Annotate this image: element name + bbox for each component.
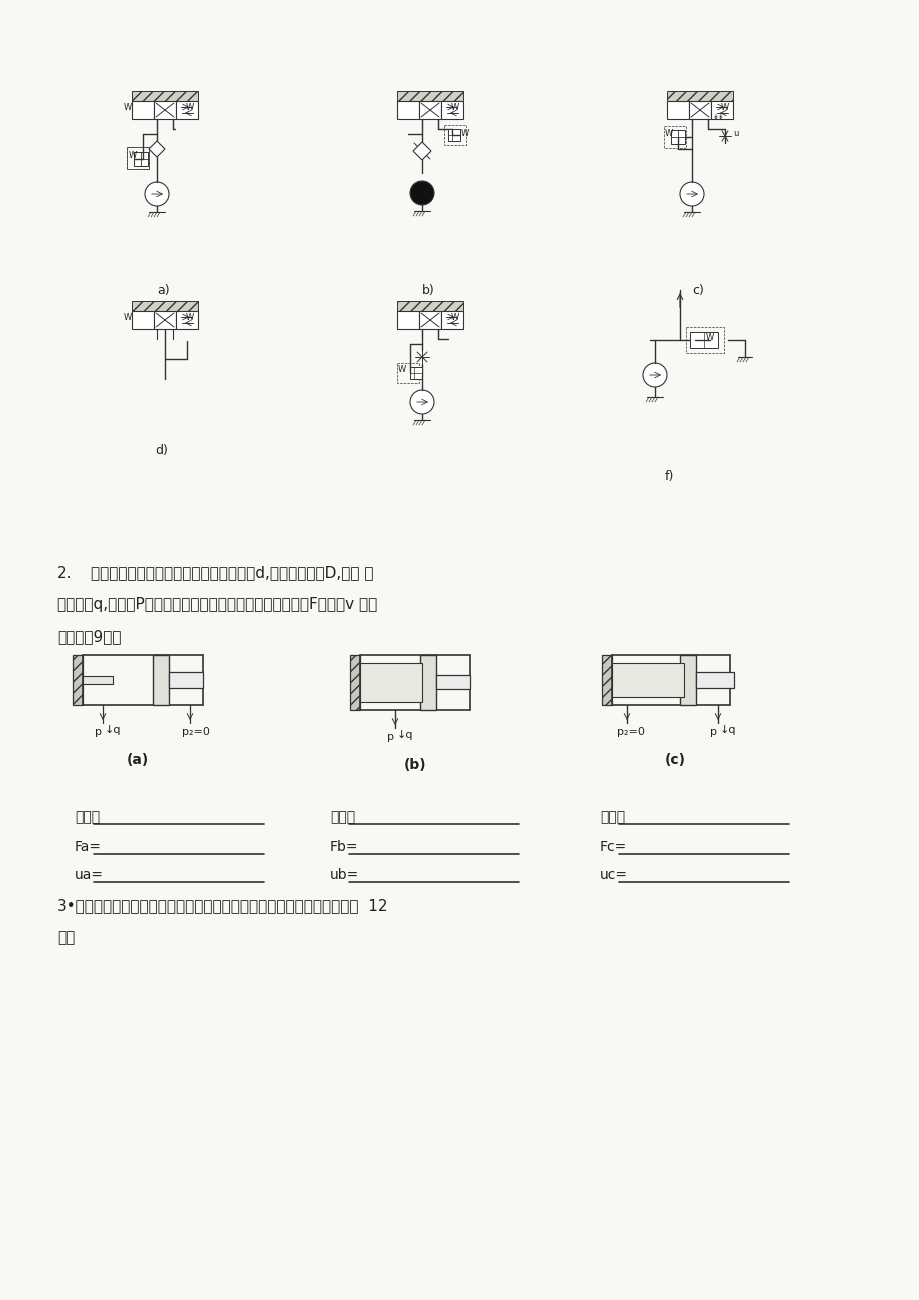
Text: f): f) (664, 471, 674, 484)
Bar (131, 91, 198, 101)
Text: p₂=0: p₂=0 (182, 727, 210, 737)
Text: 分）: 分） (57, 930, 75, 945)
Text: W: W (186, 103, 194, 112)
Text: ↓q: ↓q (105, 725, 121, 734)
Bar (131, 101, 153, 120)
Bar (134, 152, 148, 166)
Bar (410, 367, 422, 380)
Text: c): c) (691, 283, 703, 296)
Bar (153, 311, 176, 329)
Text: W: W (129, 152, 137, 160)
Polygon shape (413, 142, 430, 160)
Bar (710, 101, 732, 120)
Bar (83, 676, 113, 684)
Bar (153, 101, 176, 120)
Text: ↓q: ↓q (397, 731, 413, 740)
Bar (131, 302, 198, 311)
Bar (670, 130, 685, 144)
Bar (689, 332, 717, 348)
Circle shape (679, 182, 703, 205)
Text: ua=: ua= (75, 868, 104, 881)
Bar (444, 125, 466, 146)
Circle shape (145, 182, 169, 205)
Text: Fa=: Fa= (75, 840, 102, 854)
Text: W: W (664, 130, 673, 139)
Bar (397, 91, 462, 101)
Bar (696, 672, 733, 688)
Circle shape (642, 363, 666, 387)
Text: Fb=: Fb= (330, 840, 358, 854)
Text: Fc=: Fc= (599, 840, 627, 854)
Text: (b): (b) (403, 758, 425, 772)
Text: W: W (124, 104, 132, 113)
Bar (448, 129, 460, 140)
Bar (131, 311, 153, 329)
Bar (397, 363, 418, 384)
Bar (679, 655, 696, 705)
Bar (73, 655, 83, 705)
Text: p: p (709, 727, 716, 737)
Text: 方向：: 方向： (599, 810, 624, 824)
Bar (359, 663, 422, 702)
Bar (436, 675, 470, 689)
Bar (397, 302, 462, 311)
Text: uc=: uc= (599, 868, 628, 881)
Text: u: u (732, 130, 738, 139)
Text: W: W (450, 103, 459, 112)
Bar (153, 655, 169, 705)
Bar (418, 101, 440, 120)
Bar (601, 655, 611, 705)
Bar (397, 101, 418, 120)
Bar (397, 311, 418, 329)
Text: ↓q: ↓q (720, 725, 736, 734)
Text: p: p (95, 727, 102, 737)
Bar (349, 655, 359, 710)
Bar (176, 101, 198, 120)
Text: W: W (124, 313, 132, 322)
Bar (169, 672, 203, 688)
Bar (688, 101, 710, 120)
Circle shape (410, 390, 434, 413)
Text: ub=: ub= (330, 868, 358, 881)
Circle shape (410, 181, 434, 205)
Text: (a): (a) (127, 753, 149, 767)
Bar (666, 91, 732, 101)
Text: 3•什么是液压基本回路？常见的液压基本回路有几类？各起什么作用？（  12: 3•什么是液压基本回路？常见的液压基本回路有几类？各起什么作用？（ 12 (57, 898, 387, 913)
Bar (664, 126, 686, 148)
Text: W: W (705, 333, 713, 342)
Bar (127, 147, 149, 169)
Polygon shape (149, 140, 165, 157)
Bar (666, 101, 688, 120)
Text: ↡↡: ↡↡ (712, 114, 724, 120)
Bar (359, 675, 420, 689)
Bar (440, 101, 462, 120)
Text: 2.    下图所示的三个液压缸的活塞杆直径均为d,活塞直径均为D,已知 输: 2. 下图所示的三个液压缸的活塞杆直径均为d,活塞直径均为D,已知 输 (57, 566, 373, 580)
Bar (176, 311, 198, 329)
Bar (686, 328, 723, 354)
Text: W: W (398, 365, 406, 374)
Bar (440, 311, 462, 329)
Text: 达式。（9分）: 达式。（9分） (57, 629, 121, 644)
Text: W: W (720, 103, 729, 112)
Text: W: W (460, 129, 469, 138)
Bar (611, 663, 683, 697)
Text: p: p (387, 732, 393, 742)
Text: 方向：: 方向： (75, 810, 100, 824)
Bar (420, 655, 436, 710)
Text: (c): (c) (664, 753, 685, 767)
Text: W: W (450, 312, 459, 321)
Text: W: W (186, 312, 194, 321)
Text: d): d) (154, 445, 167, 458)
Text: 方向：: 方向： (330, 810, 355, 824)
Text: 入流量为q,压力为P，分析各缸运动件的运动方向及写出推力F和速度v 的表: 入流量为q,压力为P，分析各缸运动件的运动方向及写出推力F和速度v 的表 (57, 597, 377, 612)
Text: a): a) (157, 283, 169, 296)
Bar (127, 147, 149, 169)
Bar (418, 311, 440, 329)
Text: p₂=0: p₂=0 (617, 727, 644, 737)
Text: b): b) (422, 283, 435, 296)
